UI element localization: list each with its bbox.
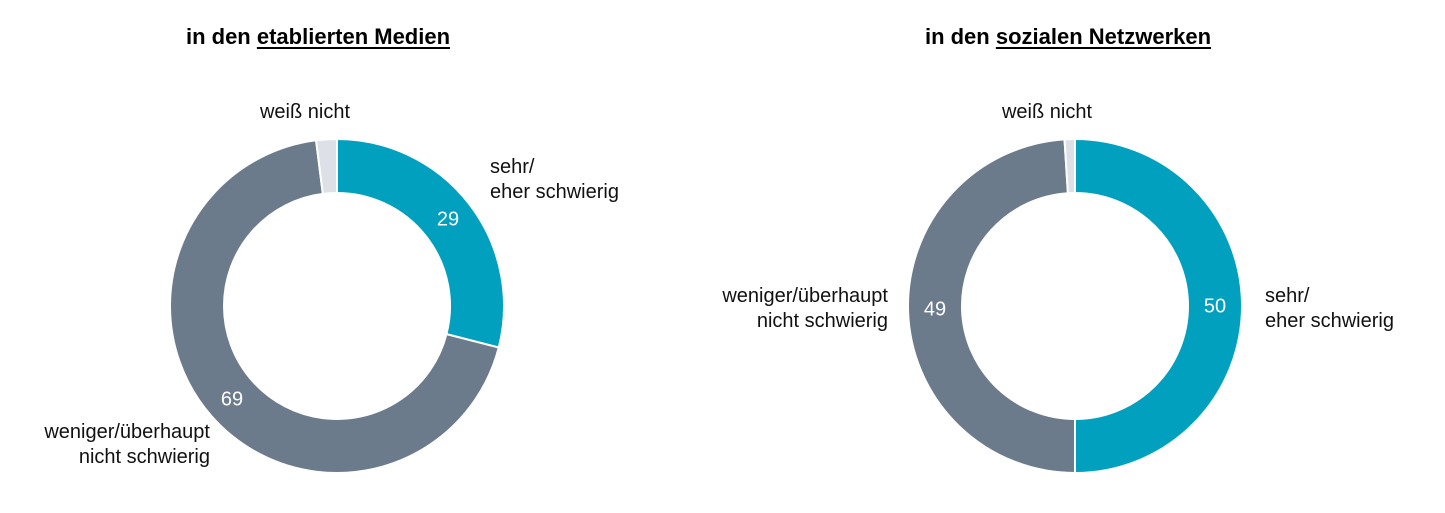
donut-segment — [1074, 137, 1243, 475]
category-label: weiß nicht — [259, 101, 351, 123]
value-label: 49 — [923, 298, 947, 321]
title-emphasis: sozialen Netzwerken — [995, 24, 1212, 49]
chart-title: in den etablierten Medien — [186, 24, 450, 50]
category-label: weiß nicht — [1001, 101, 1093, 123]
donut-segment — [336, 137, 505, 349]
category-label: weniger/überhaupt nicht schwierig — [44, 421, 210, 468]
donut-segment — [1063, 137, 1076, 195]
category-label: sehr/ eher schwierig — [1265, 285, 1394, 332]
category-label: weniger/überhaupt nicht schwierig — [722, 285, 888, 332]
donut-segment — [169, 139, 500, 474]
category-label: sehr/ eher schwierig — [490, 156, 619, 203]
donut-segment — [314, 137, 338, 196]
value-label: 29 — [436, 208, 460, 231]
title-prefix: in den — [924, 24, 990, 49]
title-prefix: in den — [185, 24, 251, 49]
value-label: 50 — [1203, 295, 1227, 318]
chart-title: in den sozialen Netzwerken — [925, 24, 1211, 50]
title-emphasis: etablierten Medien — [256, 24, 451, 49]
value-label: 69 — [220, 388, 244, 411]
donut-segment — [907, 138, 1076, 475]
